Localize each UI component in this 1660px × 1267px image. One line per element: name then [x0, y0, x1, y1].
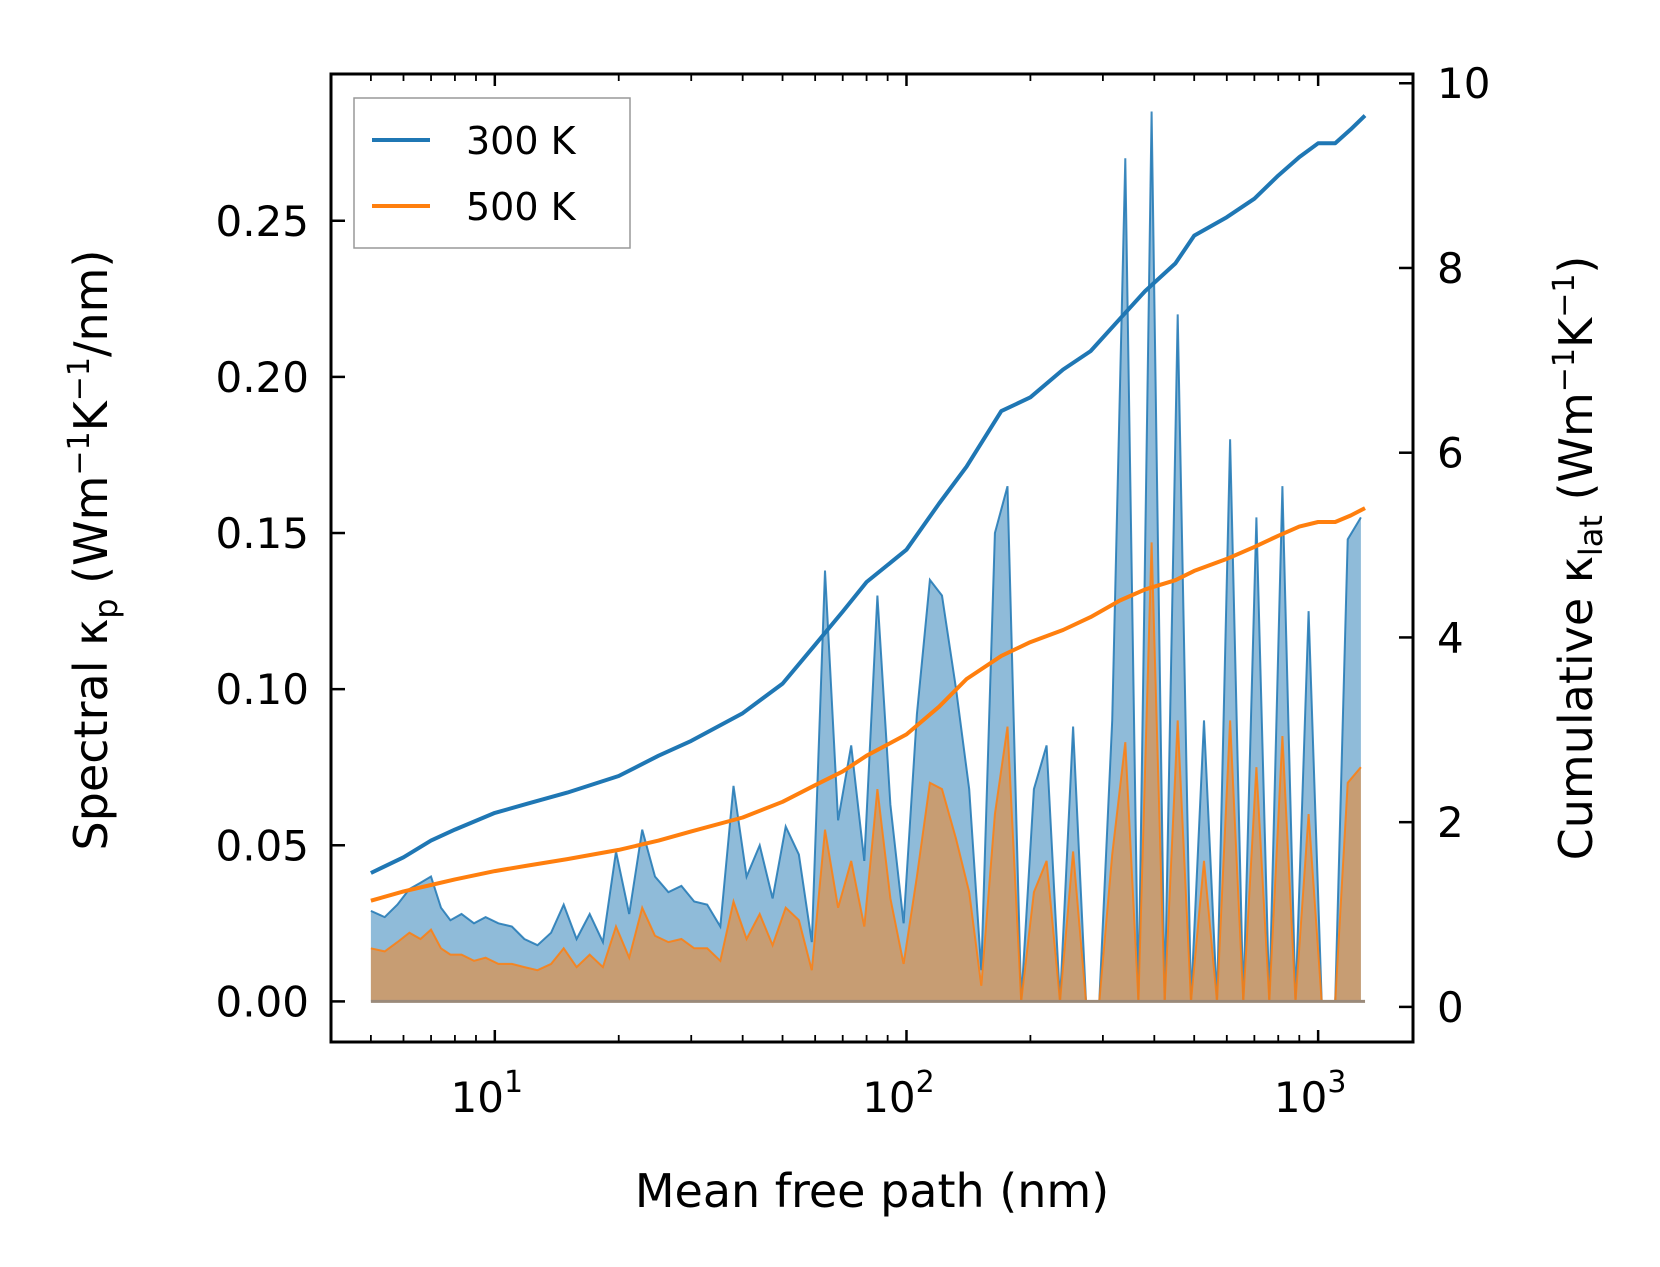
tick-layer: [330, 74, 1413, 1042]
y-right-tick-label: 10: [1437, 59, 1490, 108]
y-right-tick-label: 0: [1437, 983, 1464, 1032]
y-left-tick-label: 0.25: [215, 197, 309, 246]
y-left-tick-label: 0.20: [215, 353, 309, 402]
tick-label-layer: 101 102 103 0.00 0.05 0.10 0.15 0.20 0.25 0 2 4 6 8 10: [215, 59, 1490, 1122]
x-tick-label: 101: [451, 1065, 524, 1122]
y-right-tick-label: 4: [1437, 613, 1464, 662]
y-left-tick-label: 0.10: [215, 665, 309, 714]
cumulative-line-layer: [370, 114, 1367, 903]
plot-frame: [329, 72, 1415, 1044]
legend-label-300k: 300 K: [466, 119, 577, 163]
x-axis-label: Mean free path (nm): [635, 1164, 1109, 1218]
legend-box: [353, 97, 631, 249]
legend-label-500k: 500 K: [466, 185, 577, 229]
y-left-tick-label: 0.15: [215, 509, 309, 558]
spectral-area-500k: [370, 542, 1361, 1002]
cumulative-line-500k: [370, 506, 1366, 903]
y-left-tick-label: 0.00: [215, 977, 309, 1026]
spectral-fill-layer: [370, 111, 1366, 1003]
y-axis-label-left: Spectral κp (Wm−1K−1/nm): [62, 250, 125, 851]
x-tick-label: 103: [1274, 1065, 1347, 1122]
y-right-tick-label: 8: [1437, 244, 1464, 293]
y-left-tick-label: 0.05: [215, 821, 309, 870]
spectral-area-300k: [370, 111, 1361, 1002]
x-tick-label: 102: [862, 1065, 935, 1122]
y-right-tick-label: 2: [1437, 798, 1464, 847]
spectral-edge-300k: [370, 111, 1362, 1003]
spectral-edge-500k: [370, 542, 1362, 1003]
y-right-tick-label: 6: [1437, 429, 1464, 478]
y-axis-label-right: Cumulative κlat (Wm−1K−1): [1547, 256, 1610, 861]
cumulative-line-300k: [370, 114, 1367, 875]
legend: 300 K 500 K: [353, 97, 631, 249]
